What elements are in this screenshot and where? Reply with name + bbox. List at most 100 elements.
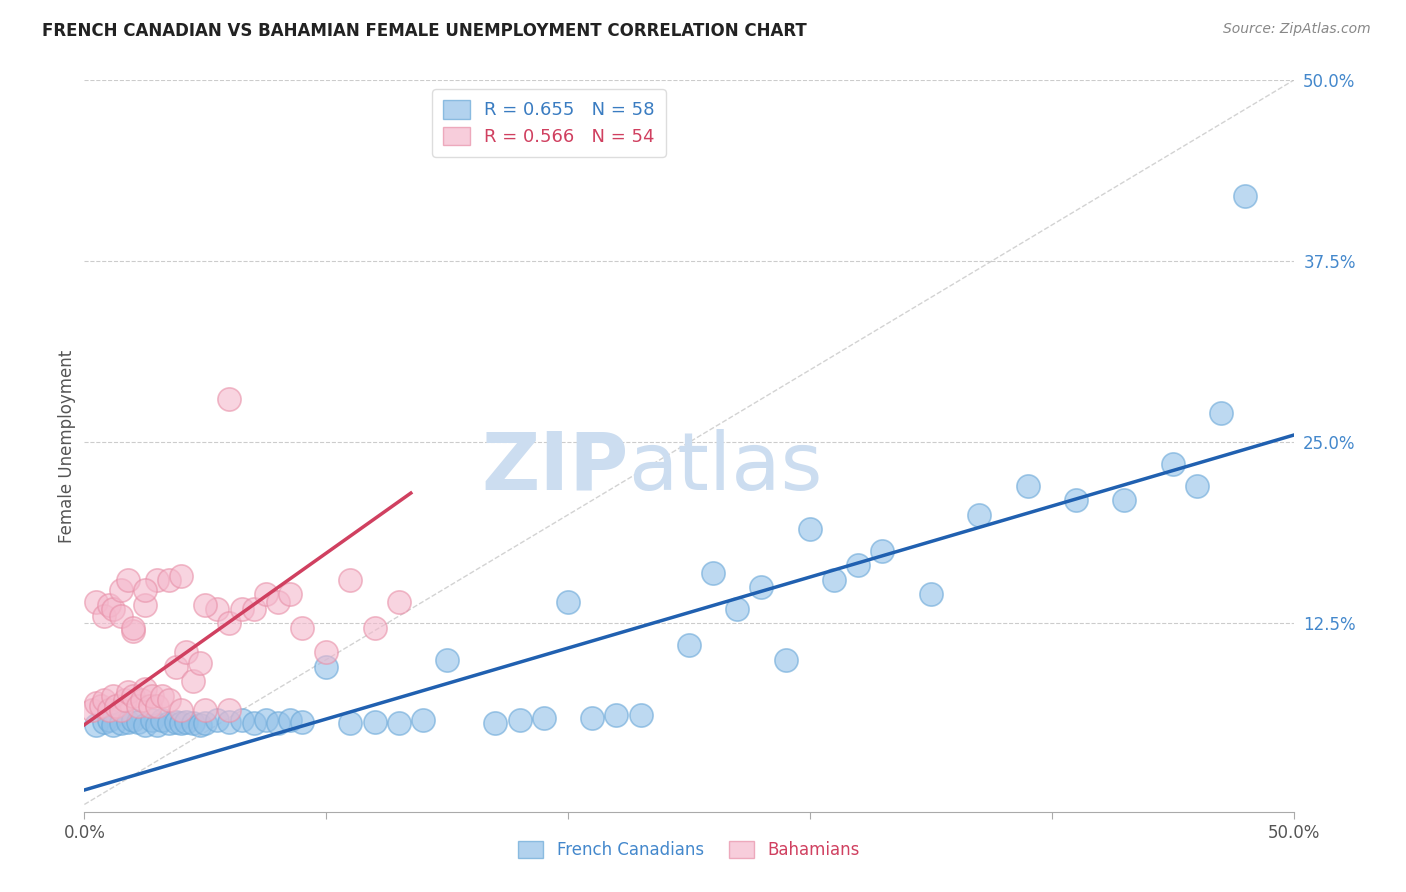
Point xyxy=(278,714,301,728)
Point xyxy=(630,707,652,722)
Point xyxy=(242,602,264,616)
Point xyxy=(93,693,115,707)
Point xyxy=(170,716,193,731)
Point xyxy=(110,716,132,731)
Point xyxy=(218,392,240,406)
Point xyxy=(121,689,143,703)
Point xyxy=(363,621,385,635)
Point xyxy=(339,716,361,731)
Point xyxy=(254,714,277,728)
Text: atlas: atlas xyxy=(628,429,823,507)
Point xyxy=(146,698,169,713)
Point xyxy=(254,587,277,601)
Point xyxy=(194,703,217,717)
Legend: French Canadians, Bahamians: French Canadians, Bahamians xyxy=(509,831,869,869)
Point xyxy=(117,684,139,698)
Point xyxy=(1209,406,1232,420)
Point xyxy=(134,718,156,732)
Point xyxy=(315,660,337,674)
Point xyxy=(141,714,163,728)
Point xyxy=(103,689,125,703)
Point xyxy=(267,716,290,731)
Point xyxy=(533,710,555,724)
Point xyxy=(110,583,132,598)
Point xyxy=(846,558,869,573)
Point xyxy=(1017,479,1039,493)
Point xyxy=(967,508,990,522)
Point xyxy=(165,714,187,729)
Point xyxy=(363,714,385,729)
Point xyxy=(751,580,773,594)
Y-axis label: Female Unemployment: Female Unemployment xyxy=(58,350,76,542)
Point xyxy=(86,696,108,710)
Point xyxy=(231,602,253,616)
Point xyxy=(218,714,240,729)
Point xyxy=(181,716,204,731)
Point xyxy=(127,698,149,713)
Point xyxy=(823,573,845,587)
Point xyxy=(170,703,193,717)
Point xyxy=(90,698,112,713)
Point xyxy=(291,714,314,729)
Point xyxy=(131,693,153,707)
Point xyxy=(315,645,337,659)
Point xyxy=(702,566,724,580)
Point xyxy=(121,714,143,728)
Point xyxy=(104,698,127,713)
Point xyxy=(207,602,229,616)
Point xyxy=(190,656,212,670)
Point xyxy=(93,609,115,624)
Point xyxy=(97,703,120,717)
Text: Source: ZipAtlas.com: Source: ZipAtlas.com xyxy=(1223,22,1371,37)
Point xyxy=(218,616,240,631)
Point xyxy=(110,609,132,624)
Point xyxy=(146,573,169,587)
Point xyxy=(207,714,229,728)
Point xyxy=(170,568,193,582)
Point xyxy=(218,703,240,717)
Point xyxy=(121,621,143,635)
Point xyxy=(557,595,579,609)
Point xyxy=(581,710,603,724)
Point xyxy=(242,716,264,731)
Point xyxy=(1234,189,1257,203)
Point xyxy=(799,522,821,536)
Point xyxy=(872,544,894,558)
Point xyxy=(134,583,156,598)
Point xyxy=(678,638,700,652)
Point xyxy=(605,707,627,722)
Point xyxy=(174,714,197,729)
Point xyxy=(1185,479,1208,493)
Point xyxy=(231,714,253,728)
Point xyxy=(80,703,103,717)
Point xyxy=(157,693,180,707)
Point xyxy=(141,689,163,703)
Point xyxy=(114,693,136,707)
Point xyxy=(436,653,458,667)
Point xyxy=(194,598,217,612)
Point xyxy=(127,714,149,729)
Point xyxy=(1161,457,1184,471)
Point xyxy=(86,595,108,609)
Point xyxy=(388,716,411,731)
Point xyxy=(1064,493,1087,508)
Point xyxy=(146,718,169,732)
Point xyxy=(267,595,290,609)
Point xyxy=(1114,493,1136,508)
Text: ZIP: ZIP xyxy=(481,429,628,507)
Point xyxy=(97,598,120,612)
Point xyxy=(412,714,434,728)
Point xyxy=(134,598,156,612)
Point xyxy=(134,681,156,696)
Point xyxy=(174,645,197,659)
Point xyxy=(103,718,125,732)
Text: FRENCH CANADIAN VS BAHAMIAN FEMALE UNEMPLOYMENT CORRELATION CHART: FRENCH CANADIAN VS BAHAMIAN FEMALE UNEMP… xyxy=(42,22,807,40)
Point xyxy=(388,595,411,609)
Point xyxy=(157,573,180,587)
Point xyxy=(291,621,314,635)
Point xyxy=(181,674,204,689)
Point xyxy=(725,602,748,616)
Point xyxy=(339,573,361,587)
Point xyxy=(110,703,132,717)
Point xyxy=(117,573,139,587)
